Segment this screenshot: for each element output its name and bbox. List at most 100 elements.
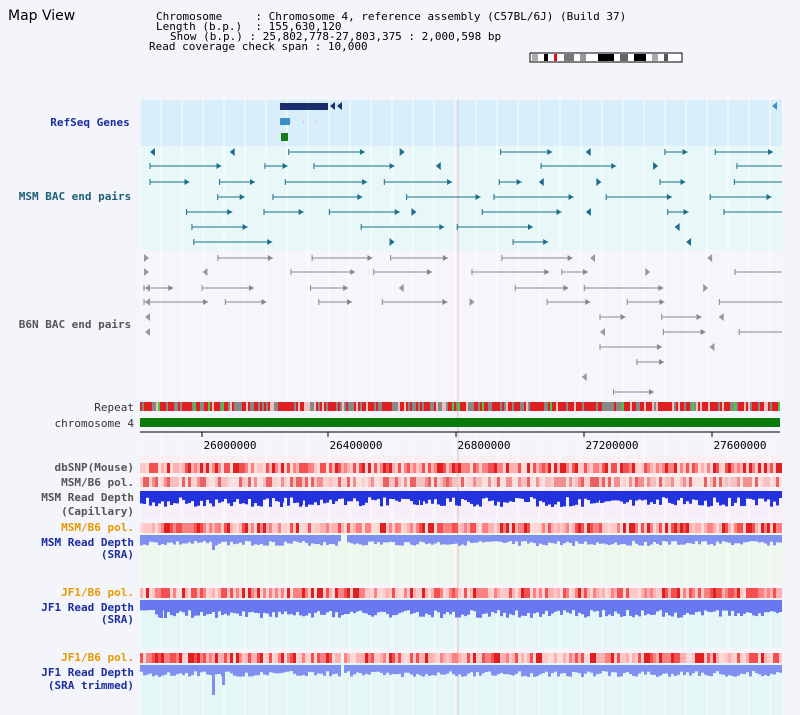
heatmap-cell: [596, 588, 599, 598]
track-label-refseq[interactable]: RefSeq Genes: [50, 116, 130, 129]
heatmap-cell: [422, 523, 425, 533]
heatmap-cell: [230, 588, 233, 598]
depth-bar: [221, 600, 224, 616]
repeat-segment: [208, 402, 210, 411]
depth-bar: [731, 600, 734, 611]
depth-bar: [386, 491, 389, 506]
track-label-b6n-bac[interactable]: B6N BAC end pairs: [18, 318, 132, 331]
heatmap-cell: [296, 477, 299, 487]
depth-bar: [530, 535, 533, 543]
depth-bar: [653, 535, 656, 542]
depth-bar: [776, 600, 779, 614]
heatmap-cell: [356, 588, 359, 598]
heatmap-cell: [203, 523, 206, 533]
track-label-msm-b6-pol-cap[interactable]: MSM/B6 pol.: [61, 476, 134, 489]
depth-bar: [269, 665, 272, 673]
heatmap-cell: [602, 588, 605, 598]
heatmap-cell: [734, 463, 737, 473]
heatmap-cell: [566, 523, 569, 533]
track-label-dbsnp[interactable]: dbSNP(Mouse): [54, 461, 134, 474]
b6n-bac-pair: [659, 299, 665, 305]
depth-bar: [707, 665, 710, 676]
depth-bar: [671, 600, 674, 617]
track-label-jf1-b6-pol-1[interactable]: JF1/B6 pol.: [61, 586, 134, 599]
track-label-jf1-read-depth-trim[interactable]: JF1 Read Depth: [41, 666, 134, 679]
heatmap-cell: [248, 588, 251, 598]
depth-bar: [140, 491, 143, 504]
track-label-jf1-b6-pol-2[interactable]: JF1/B6 pol.: [61, 651, 134, 664]
heatmap-cell: [620, 463, 623, 473]
depth-bar: [314, 535, 317, 545]
depth-bar: [548, 491, 551, 505]
heatmap-cell: [710, 463, 713, 473]
heatmap-cell: [779, 463, 782, 473]
heatmap-cell: [188, 477, 191, 487]
track-label-msm-read-depth-cap[interactable]: MSM Read Depth: [41, 491, 134, 504]
heatmap-cell: [155, 653, 158, 663]
repeat-segment: [518, 402, 520, 411]
heatmap-cell: [485, 588, 488, 598]
heatmap-cell: [752, 523, 755, 533]
heatmap-cell: [194, 523, 197, 533]
track-label-msm-read-depth-sra[interactable]: MSM Read Depth: [41, 536, 134, 549]
heatmap-cell: [413, 588, 416, 598]
repeat-segment: [490, 402, 492, 411]
repeat-segment: [158, 402, 160, 411]
heatmap-cell: [473, 477, 476, 487]
heatmap-cell: [437, 463, 440, 473]
depth-bar: [719, 491, 722, 506]
repeat-segment: [190, 402, 192, 411]
depth-bar: [356, 491, 359, 502]
depth-bar: [323, 665, 326, 676]
heatmap-cell: [215, 463, 218, 473]
heatmap-cell: [428, 523, 431, 533]
heatmap-cell: [398, 523, 401, 533]
depth-bar: [509, 665, 512, 675]
heatmap-cell: [776, 477, 779, 487]
heatmap-cell: [374, 463, 377, 473]
depth-bar: [743, 600, 746, 614]
depth-bar: [146, 665, 149, 675]
heatmap-cell: [332, 653, 335, 663]
heatmap-cell: [587, 653, 590, 663]
heatmap-cell: [497, 477, 500, 487]
depth-bar: [299, 665, 302, 676]
heatmap-cell: [272, 523, 275, 533]
heatmap-cell: [287, 523, 290, 533]
heatmap-cell: [326, 523, 329, 533]
heatmap-cell: [491, 523, 494, 533]
repeat-segment: [272, 402, 274, 411]
depth-bar: [749, 535, 752, 542]
heatmap-cell: [377, 477, 380, 487]
chromosome-ideogram[interactable]: [528, 52, 684, 64]
genome-browser-canvas[interactable]: 26000000 26400000 26800000 27200000 27600000: [140, 96, 782, 715]
repeat-segment: [196, 402, 198, 411]
depth-bar: [263, 600, 266, 613]
heatmap-cell: [158, 523, 161, 533]
depth-bar: [305, 535, 308, 544]
heatmap-cell: [281, 523, 284, 533]
depth-bar: [617, 665, 620, 677]
depth-bar: [266, 491, 269, 499]
heatmap-cell: [479, 463, 482, 473]
depth-bar: [311, 665, 314, 673]
heatmap-cell: [674, 653, 677, 663]
heatmap-cell: [605, 463, 608, 473]
heatmap-cell: [302, 653, 305, 663]
depth-bar: [476, 491, 479, 505]
depth-bar: [713, 491, 716, 498]
depth-bar: [617, 535, 620, 545]
heatmap-cell: [488, 463, 491, 473]
depth-bar: [179, 665, 182, 674]
depth-bar: [704, 665, 707, 675]
repeat-segment: [700, 402, 702, 411]
track-label-jf1-read-depth-sra[interactable]: JF1 Read Depth: [41, 601, 134, 614]
heatmap-cell: [503, 463, 506, 473]
track-label-msm-bac[interactable]: MSM BAC end pairs: [18, 190, 132, 203]
heatmap-cell: [179, 523, 182, 533]
depth-bar: [530, 665, 533, 674]
heatmap-cell: [395, 463, 398, 473]
heatmap-cell: [722, 653, 725, 663]
track-label-msm-b6-pol-sra[interactable]: MSM/B6 pol.: [61, 521, 134, 534]
heatmap-cell: [455, 588, 458, 598]
